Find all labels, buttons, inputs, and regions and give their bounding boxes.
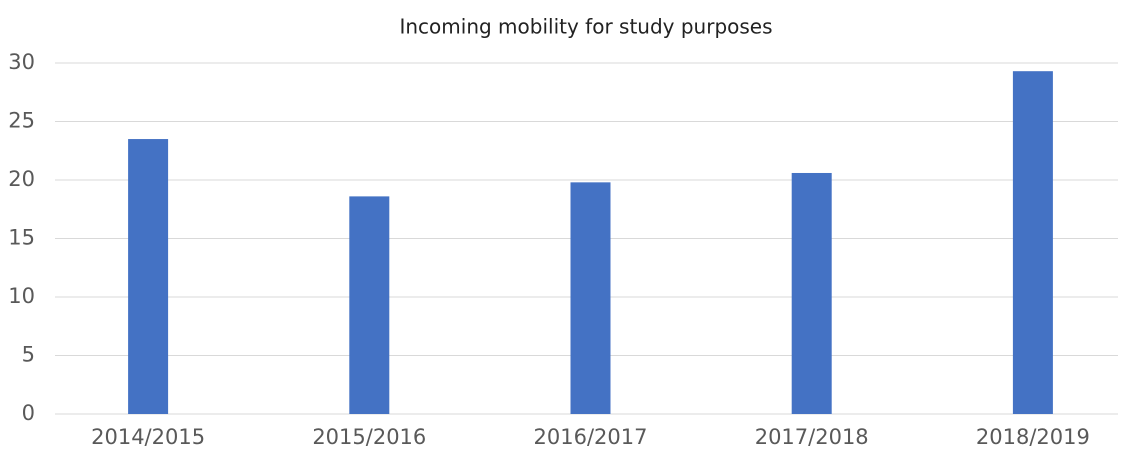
bar bbox=[128, 139, 169, 415]
y-tick-label: 30 bbox=[8, 50, 35, 74]
x-tick-label: 2017/2018 bbox=[755, 425, 869, 449]
y-tick-label: 15 bbox=[8, 226, 35, 250]
x-tick-label: 2018/2019 bbox=[976, 425, 1090, 449]
x-tick-label: 2014/2015 bbox=[91, 425, 205, 449]
y-tick-label: 25 bbox=[8, 109, 35, 133]
y-tick-label: 5 bbox=[22, 343, 35, 367]
x-tick-label: 2016/2017 bbox=[534, 425, 648, 449]
bar bbox=[791, 172, 832, 414]
y-tick-label: 20 bbox=[8, 167, 35, 191]
bar bbox=[570, 182, 611, 414]
bar bbox=[349, 196, 390, 414]
chart-title: Incoming mobility for study purposes bbox=[399, 15, 772, 39]
x-tick-label: 2015/2016 bbox=[312, 425, 426, 449]
y-tick-label: 0 bbox=[22, 401, 35, 425]
bar bbox=[1012, 71, 1053, 414]
y-tick-label: 10 bbox=[8, 284, 35, 308]
